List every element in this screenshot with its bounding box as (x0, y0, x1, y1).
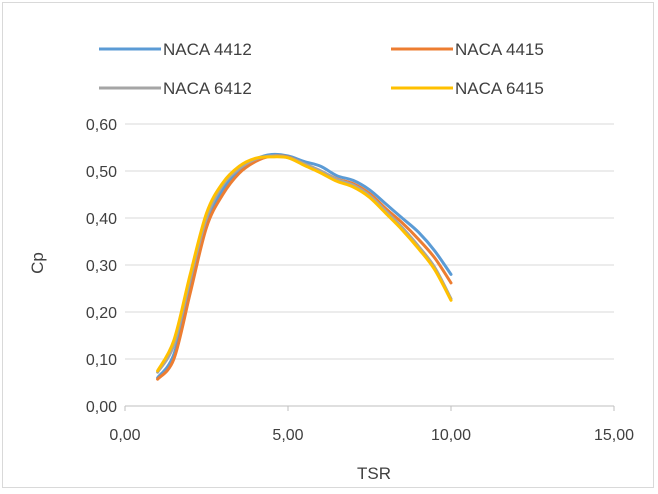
series-line-naca-4415 (156, 154, 453, 381)
x-tick-label: 15,00 (594, 427, 634, 444)
y-tick-label: 0,20 (86, 305, 117, 322)
legend-label-naca-6415: NACA 6415 (455, 79, 544, 98)
x-tick-label: 0,00 (109, 427, 140, 444)
x-tick-label: 10,00 (431, 427, 471, 444)
y-tick-label: 0,10 (86, 352, 117, 369)
series-line-naca-6412 (156, 154, 453, 374)
chart-frame: 0,00 0,10 0,20 0,30 0,40 0,50 0,60 0,00 5,00 10,… (2, 2, 654, 488)
y-axis-label: Cp (28, 252, 47, 274)
y-tick-labels: 0,00 0,10 0,20 0,30 0,40 0,50 0,60 (86, 117, 117, 416)
line-chart: 0,00 0,10 0,20 0,30 0,40 0,50 0,60 0,00 5,00 10,… (28, 40, 634, 483)
series-lines (156, 152, 453, 381)
legend-label-naca-6412: NACA 6412 (163, 79, 252, 98)
legend-label-naca-4415: NACA 4415 (455, 40, 544, 59)
legend-label-naca-4412: NACA 4412 (163, 40, 252, 59)
y-tick-label: 0,30 (86, 258, 117, 275)
series-line-naca-4412 (156, 152, 453, 380)
y-tick-label: 0,40 (86, 211, 117, 228)
y-tick-label: 0,60 (86, 117, 117, 134)
y-tick-label: 0,50 (86, 164, 117, 181)
axes (124, 405, 615, 411)
x-axis-label: TSR (357, 464, 391, 483)
legend: NACA 4412 NACA 4415 NACA 6412 NACA 6415 (99, 40, 544, 98)
series-line-naca-6415 (156, 155, 453, 373)
y-tick-label: 0,00 (86, 399, 117, 416)
x-tick-label: 5,00 (272, 427, 303, 444)
x-tick-labels: 0,00 5,00 10,00 15,00 (109, 427, 634, 444)
